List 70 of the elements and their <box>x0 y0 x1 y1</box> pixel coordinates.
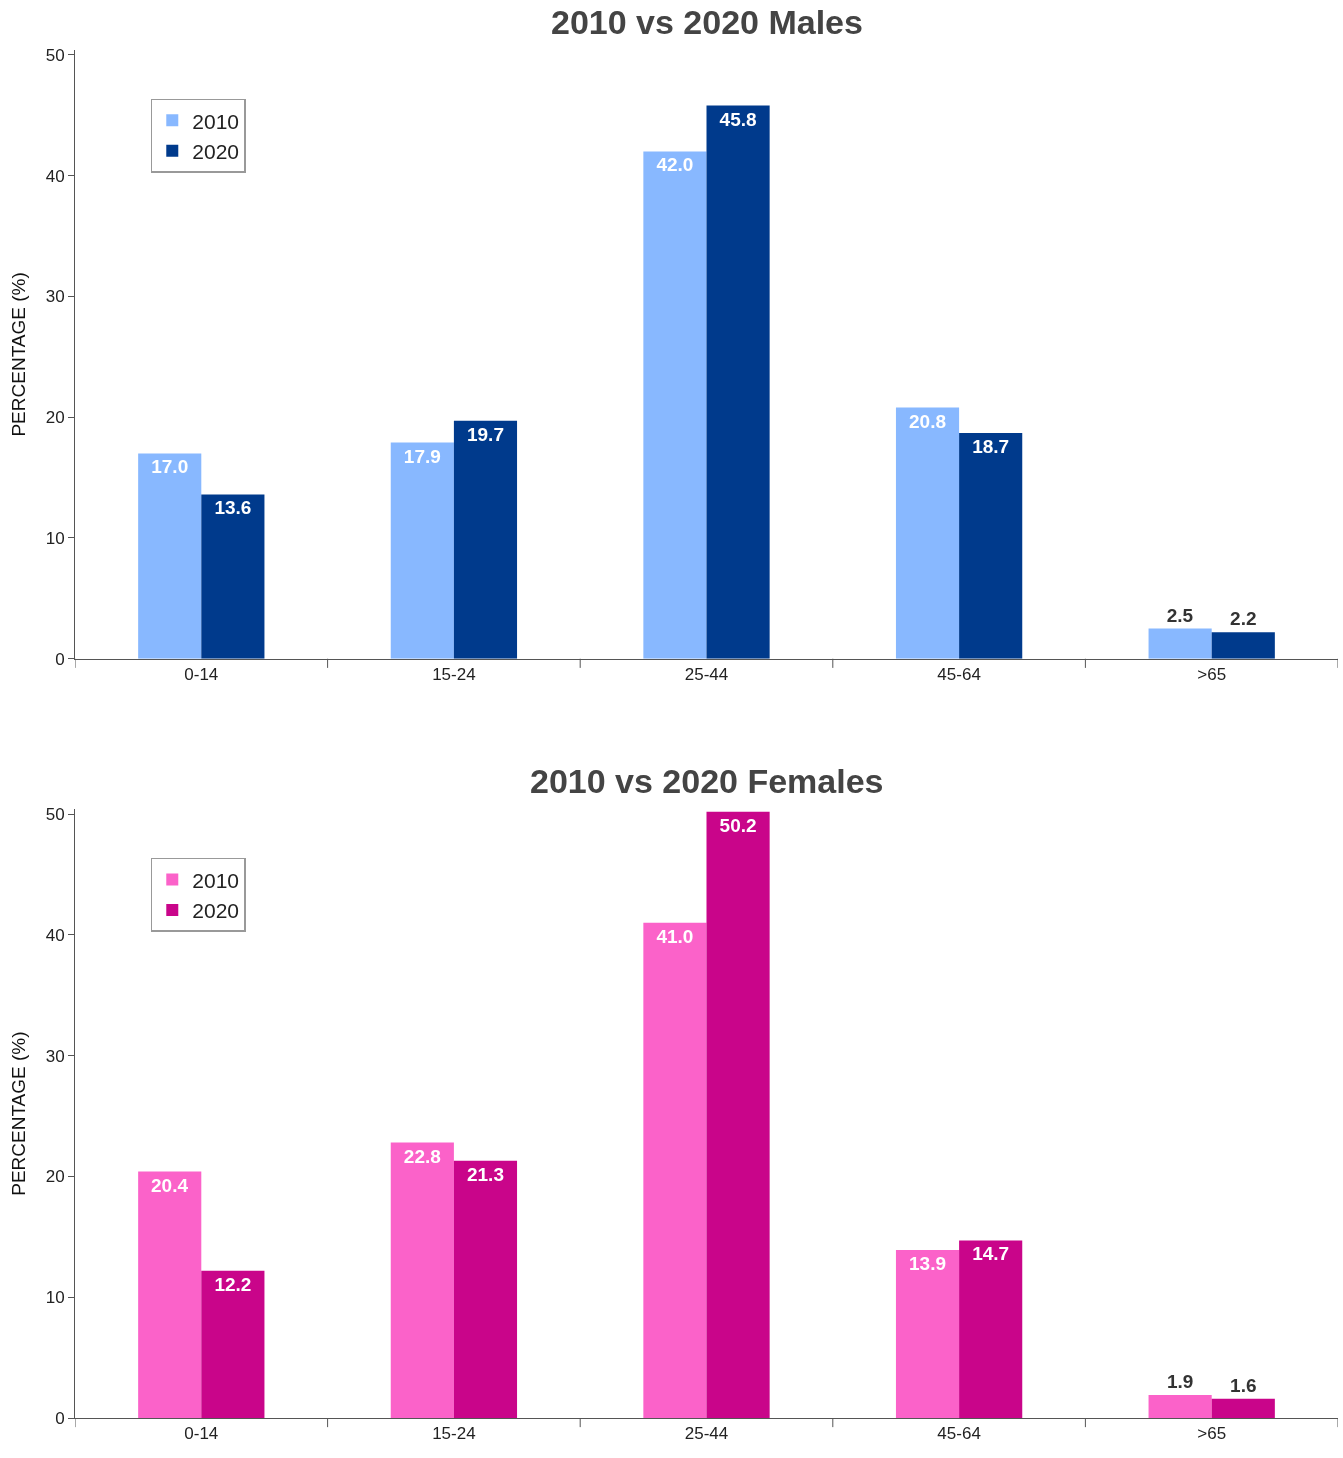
bar <box>643 922 707 1418</box>
y-tick-label: 50 <box>45 805 65 825</box>
bar <box>201 494 265 659</box>
data-label: 42.0 <box>656 154 694 176</box>
data-label: 20.4 <box>151 1174 189 1196</box>
x-tick-label: 15-24 <box>432 1424 476 1444</box>
bar <box>1148 1395 1212 1418</box>
bar <box>138 1171 202 1418</box>
data-label: 13.6 <box>214 497 252 519</box>
data-label: 45.8 <box>719 108 757 130</box>
x-tick-label: >65 <box>1197 665 1227 685</box>
data-label: 17.0 <box>151 456 189 478</box>
bar <box>390 1142 454 1418</box>
legend-label: 2020 <box>192 899 239 923</box>
x-tick-label: 0-14 <box>184 1424 219 1444</box>
x-tick-label: 25-44 <box>684 1424 729 1444</box>
y-tick-label: 20 <box>45 408 65 428</box>
data-label: 19.7 <box>466 423 504 445</box>
bar <box>1148 628 1212 659</box>
y-tick-label: 30 <box>45 287 65 307</box>
bar <box>643 151 707 659</box>
y-tick-label: 40 <box>45 166 65 186</box>
data-label: 50.2 <box>719 814 757 836</box>
data-label: 13.9 <box>909 1253 947 1275</box>
data-label: 14.7 <box>972 1243 1010 1265</box>
bar <box>138 453 202 659</box>
data-label: 18.7 <box>972 435 1010 457</box>
legend-label: 2020 <box>192 139 239 163</box>
chart-title: 2010 vs 2020 Males <box>551 3 863 41</box>
legend-label: 2010 <box>192 868 239 892</box>
x-tick-label: >65 <box>1197 1424 1227 1444</box>
x-tick-label: 0-14 <box>184 665 219 685</box>
y-tick-label: 40 <box>45 925 65 945</box>
bar <box>453 1160 518 1418</box>
bar <box>706 811 770 1418</box>
x-tick-label: 45-64 <box>937 1424 981 1444</box>
bar <box>959 432 1023 659</box>
bar <box>1211 632 1275 659</box>
data-label: 20.8 <box>909 410 947 432</box>
data-label: 22.8 <box>403 1145 441 1167</box>
data-label: 21.3 <box>466 1163 504 1185</box>
chart-title: 2010 vs 2020 Females <box>530 762 884 800</box>
legend-label: 2010 <box>192 109 239 133</box>
bar <box>706 105 770 659</box>
bar <box>390 442 454 659</box>
data-label: 41.0 <box>656 925 694 947</box>
data-label: 1.6 <box>1230 1374 1257 1396</box>
x-tick-label: 25-44 <box>684 665 729 685</box>
y-axis-title: PERCENTAGE (%) <box>7 1031 29 1196</box>
y-tick-label: 50 <box>45 45 65 65</box>
y-tick-label: 10 <box>45 528 65 548</box>
bar <box>895 407 960 659</box>
y-tick-label: 20 <box>45 1167 65 1187</box>
y-axis-title: PERCENTAGE (%) <box>7 272 29 437</box>
y-tick-label: 10 <box>45 1288 65 1308</box>
data-label: 17.9 <box>403 445 441 467</box>
y-tick-label: 0 <box>55 649 65 669</box>
y-tick-label: 0 <box>55 1408 65 1428</box>
data-label: 2.5 <box>1166 604 1194 626</box>
bar <box>895 1250 960 1418</box>
bar <box>1211 1398 1275 1418</box>
x-tick-label: 45-64 <box>937 665 981 685</box>
y-tick-label: 30 <box>45 1046 65 1066</box>
x-tick-label: 15-24 <box>432 665 476 685</box>
data-label: 1.9 <box>1166 1371 1194 1393</box>
data-label: 2.2 <box>1230 608 1257 630</box>
bar <box>201 1270 265 1418</box>
data-label: 12.2 <box>214 1273 252 1295</box>
bar <box>959 1240 1023 1418</box>
bar <box>453 420 518 659</box>
